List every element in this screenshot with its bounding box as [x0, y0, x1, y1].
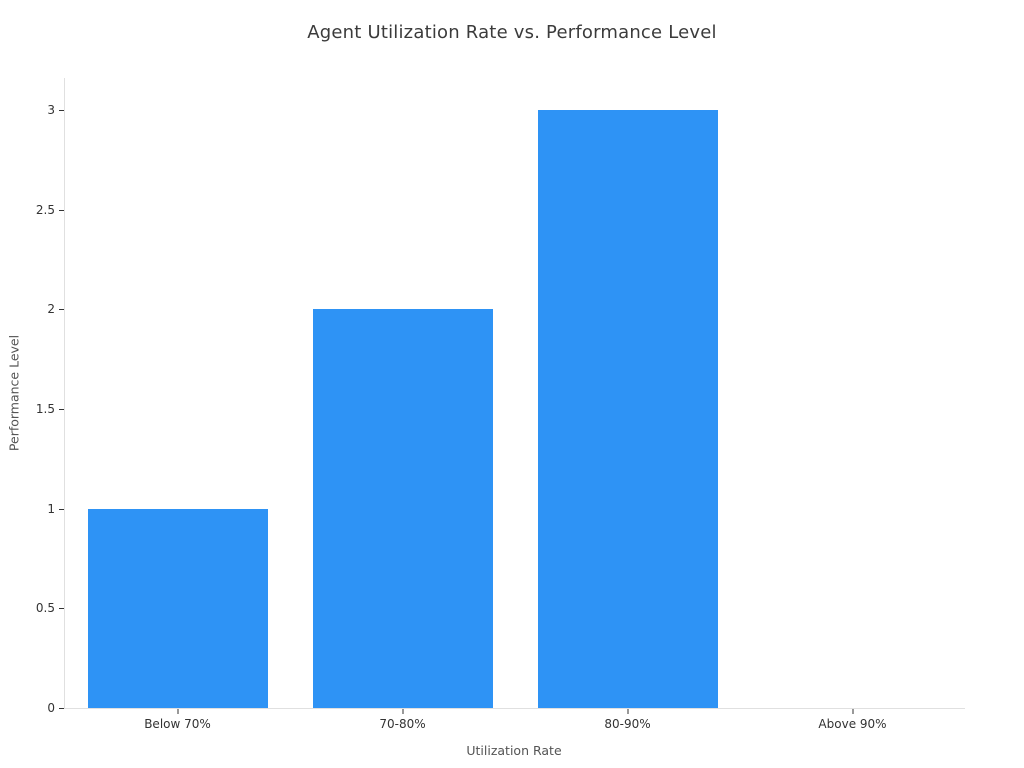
bar-below-70- — [87, 508, 268, 708]
y-tick-mark — [59, 309, 64, 311]
y-tick-mark — [59, 608, 64, 610]
x-tick-mark — [627, 709, 628, 714]
bar-70-80- — [312, 309, 493, 708]
bar-80-90- — [537, 109, 718, 708]
y-tick-mark — [59, 109, 64, 111]
y-tick-mark — [59, 408, 64, 410]
y-tick-label: 1.5 — [35, 401, 55, 416]
x-tick-mark — [177, 709, 178, 714]
x-tick-label: Below 70% — [144, 717, 211, 731]
x-tick-label: 80-90% — [604, 717, 651, 731]
plot-area: 0 0.5 1 1.5 2 2.5 3 Below 70% 70-80% 80-90% Above … — [36, 78, 965, 731]
y-tick-mark — [59, 708, 64, 709]
x-axis-title: Utilization Rate — [466, 743, 562, 758]
x-tick-mark — [852, 709, 853, 714]
x-tick-label: 70-80% — [379, 717, 426, 731]
x-tick-label: Above 90% — [818, 717, 887, 731]
y-tick-label: 2.5 — [35, 202, 55, 217]
y-tick-mark — [59, 508, 64, 510]
y-tick-mark — [59, 209, 64, 211]
y-tick-label: 1 — [47, 501, 55, 516]
y-axis-title: Performance Level — [6, 334, 22, 452]
y-tick-label: 3 — [47, 102, 55, 117]
x-tick-mark — [402, 709, 403, 714]
y-tick-label: 0 — [47, 701, 55, 715]
y-tick-label: 2 — [47, 302, 55, 317]
chart-title: Agent Utilization Rate vs. Performance L… — [307, 22, 717, 43]
y-tick-label: 0.5 — [35, 601, 55, 616]
